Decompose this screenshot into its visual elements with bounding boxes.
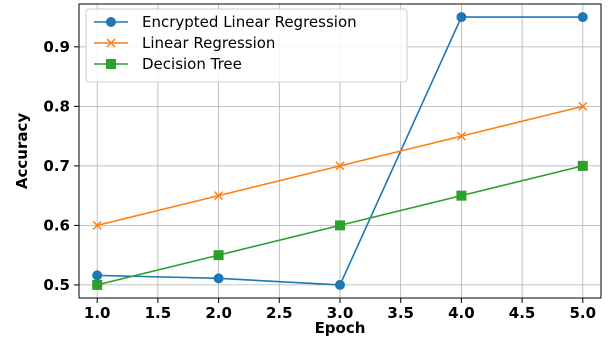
y-tick-label: 0.9 bbox=[43, 38, 70, 56]
x-tick-label: 4.5 bbox=[509, 304, 536, 322]
data-point-decision-tree bbox=[92, 279, 103, 290]
x-marker-stroke bbox=[456, 131, 466, 141]
x-tick-label: 1.5 bbox=[145, 304, 172, 322]
y-tick-label: 0.7 bbox=[43, 157, 70, 175]
x-marker-stroke bbox=[214, 191, 224, 201]
y-tick-label: 0.8 bbox=[43, 97, 70, 115]
x-tick-label: 3.5 bbox=[387, 304, 414, 322]
legend-swatch-marker bbox=[106, 38, 116, 48]
data-point-decision-tree bbox=[213, 250, 224, 261]
legend-label: Encrypted Linear Regression bbox=[142, 13, 357, 31]
x-tick-label: 5.0 bbox=[570, 304, 597, 322]
x-tick-label: 2.5 bbox=[266, 304, 293, 322]
axis-ticks: 1.0 1.5 2.0 2.5 3.0 3.5 4.0 4.5 5.0 0.5 0.6 0.7 0.8 0… bbox=[43, 38, 596, 322]
legend-swatch-marker bbox=[106, 17, 116, 27]
legend-label: Decision Tree bbox=[142, 55, 242, 73]
series-layer bbox=[92, 12, 588, 290]
x-axis-label: Epoch bbox=[315, 319, 366, 337]
data-point-encrypted-linear-regression bbox=[92, 270, 103, 281]
x-marker-stroke bbox=[578, 101, 588, 111]
data-point-linear-regression bbox=[92, 220, 102, 230]
legend-item-encrypted-linear-regression: Encrypted Linear Regression bbox=[94, 13, 357, 31]
data-point-linear-regression bbox=[578, 101, 588, 111]
x-tick-label: 1.0 bbox=[84, 304, 111, 322]
x-marker-stroke bbox=[92, 220, 102, 230]
data-point-linear-regression bbox=[214, 191, 224, 201]
x-marker-stroke bbox=[335, 161, 345, 171]
y-axis-label: Accuracy bbox=[13, 113, 31, 189]
x-marker-stroke bbox=[106, 38, 116, 48]
series-encrypted-linear-regression bbox=[92, 12, 588, 290]
legend-swatch-marker bbox=[106, 59, 116, 69]
legend: Encrypted Linear Regression Linear Regres… bbox=[85, 8, 408, 83]
legend-item-decision-tree: Decision Tree bbox=[94, 55, 242, 73]
y-tick-label: 0.5 bbox=[43, 276, 70, 294]
x-tick-label: 2.0 bbox=[205, 304, 232, 322]
data-point-decision-tree bbox=[335, 220, 345, 231]
x-tick-label: 4.0 bbox=[448, 304, 475, 322]
series-linear-regression bbox=[92, 101, 588, 230]
data-point-encrypted-linear-regression bbox=[456, 12, 467, 23]
x-tick-label: 3.0 bbox=[327, 304, 354, 322]
data-point-encrypted-linear-regression bbox=[213, 273, 224, 284]
y-tick-label: 0.6 bbox=[43, 216, 70, 234]
data-point-decision-tree bbox=[456, 190, 467, 201]
data-point-decision-tree bbox=[577, 160, 588, 171]
series-decision-tree bbox=[92, 160, 588, 290]
data-point-linear-regression bbox=[456, 131, 466, 141]
data-point-encrypted-linear-regression bbox=[577, 12, 588, 23]
data-point-encrypted-linear-regression bbox=[335, 279, 345, 290]
legend-item-linear-regression: Linear Regression bbox=[94, 34, 275, 52]
legend-label: Linear Regression bbox=[142, 34, 275, 52]
data-point-linear-regression bbox=[335, 161, 345, 171]
legend-box bbox=[85, 8, 408, 83]
